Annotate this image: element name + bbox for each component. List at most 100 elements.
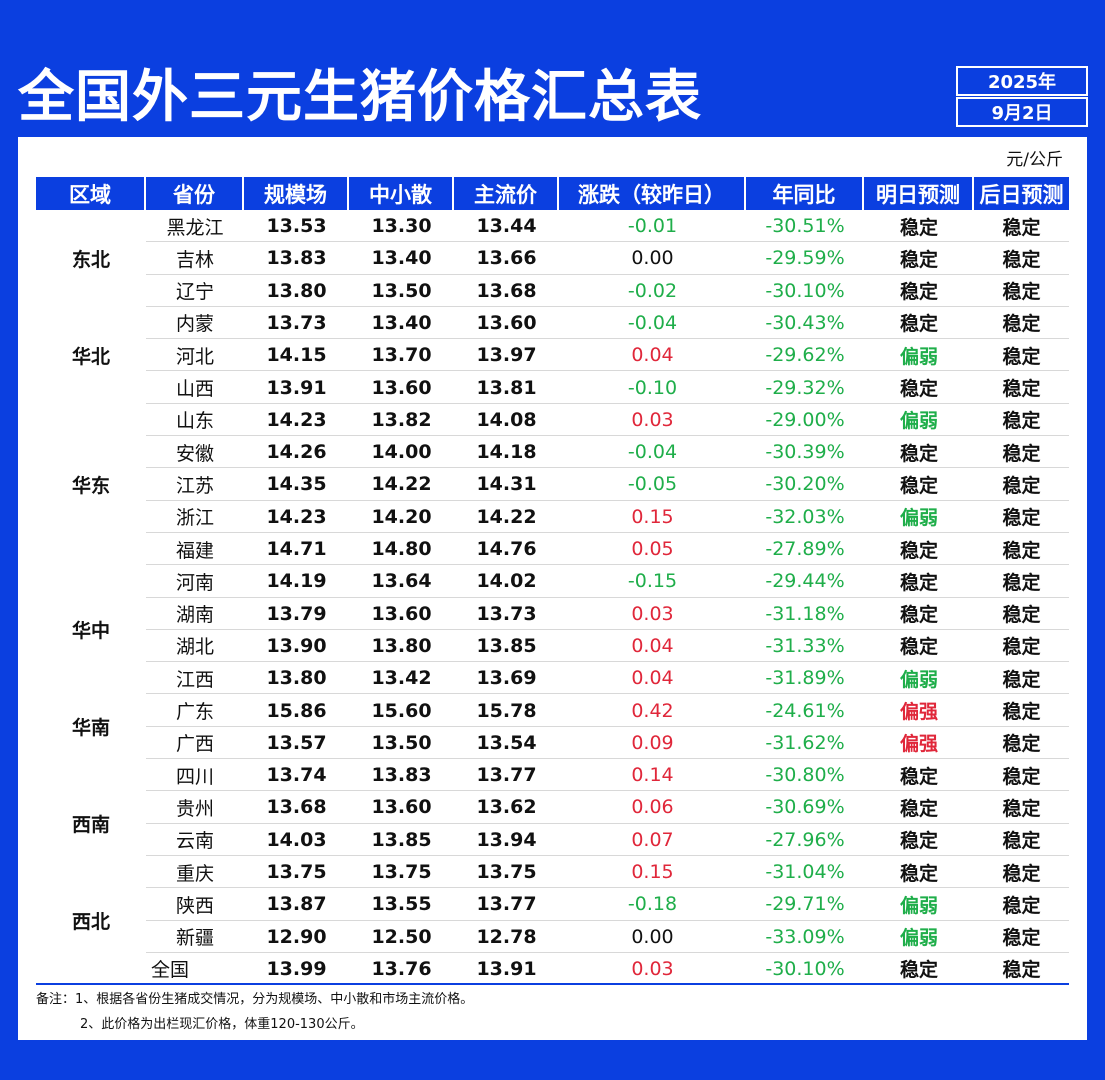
cell-main: 13.60 <box>476 311 537 334</box>
table-row: 安徽 14.26 14.00 14.18 -0.04 -30.39% 稳定 稳定 <box>36 436 1069 469</box>
cell-large: 14.35 <box>266 473 327 496</box>
cell-large: 13.83 <box>266 247 327 270</box>
cell-small: 14.20 <box>371 505 432 528</box>
cell-tomorrow: 偏弱 <box>899 668 938 691</box>
cell-after: 稳定 <box>1002 636 1041 659</box>
cell-large: 13.91 <box>266 376 327 399</box>
region-label: 西南 <box>71 814 110 837</box>
cell-yoy: -29.62% <box>765 344 845 367</box>
cell-main: 13.73 <box>476 602 537 625</box>
cell-large: 13.99 <box>266 957 327 980</box>
column-header-region: 区域 <box>36 177 146 210</box>
cell-tomorrow: 稳定 <box>899 281 938 304</box>
cell-large: 13.80 <box>266 279 327 302</box>
cell-small: 13.60 <box>371 796 432 819</box>
cell-yoy: -30.20% <box>765 473 845 496</box>
table-row: 辽宁 13.80 13.50 13.68 -0.02 -30.10% 稳定 稳定 <box>36 275 1069 308</box>
cell-yoy: -31.04% <box>765 861 845 883</box>
cell-change: 0.04 <box>631 344 674 367</box>
cell-after: 稳定 <box>1002 733 1041 756</box>
cell-after: 稳定 <box>1002 345 1041 368</box>
cell-change: 0.03 <box>631 957 674 980</box>
cell-main: 13.77 <box>476 764 537 787</box>
cell-yoy: -30.69% <box>765 796 845 819</box>
cell-province: 广东 <box>175 701 214 723</box>
cell-province: 江苏 <box>175 474 214 497</box>
region-label: 华东 <box>71 475 110 498</box>
cell-yoy: -31.89% <box>765 667 845 690</box>
cell-yoy: -30.43% <box>765 311 845 334</box>
cell-after: 稳定 <box>1002 539 1041 562</box>
cell-change: 0.42 <box>631 699 674 722</box>
cell-province: 四川 <box>175 765 214 788</box>
cell-tomorrow: 偏强 <box>899 701 938 723</box>
cell-tomorrow: 稳定 <box>899 830 938 853</box>
table-row: 新疆 12.90 12.50 12.78 0.00 -33.09% 偏弱 稳定 <box>36 921 1069 954</box>
cell-large: 14.03 <box>266 828 327 851</box>
cell-change: -0.05 <box>627 473 678 496</box>
cell-large: 13.53 <box>266 215 327 237</box>
cell-change: 0.07 <box>631 828 674 851</box>
cell-after: 稳定 <box>1002 442 1041 465</box>
cell-province: 吉林 <box>175 248 214 271</box>
cell-large: 13.80 <box>266 667 327 690</box>
cell-after: 稳定 <box>1002 313 1041 336</box>
cell-yoy: -29.59% <box>765 247 845 270</box>
table-row: 福建 14.71 14.80 14.76 0.05 -27.89% 稳定 稳定 <box>36 533 1069 566</box>
table-row: 山东 14.23 13.82 14.08 0.03 -29.00% 偏弱 稳定 <box>36 404 1069 437</box>
cell-main: 14.18 <box>476 441 537 464</box>
cell-tomorrow: 稳定 <box>899 248 938 271</box>
cell-main: 14.22 <box>476 505 537 528</box>
cell-province: 云南 <box>175 830 214 853</box>
cell-after: 稳定 <box>1002 248 1041 271</box>
cell-change: -0.04 <box>627 441 678 464</box>
cell-after: 稳定 <box>1002 765 1041 788</box>
cell-change: 0.04 <box>631 634 674 657</box>
cell-tomorrow: 稳定 <box>899 765 938 788</box>
cell-main: 13.69 <box>476 667 537 690</box>
table-row: 陕西 13.87 13.55 13.77 -0.18 -29.71% 偏弱 稳定 <box>36 888 1069 921</box>
cell-large: 15.86 <box>266 699 327 722</box>
cell-main: 13.94 <box>476 828 537 851</box>
cell-province: 贵州 <box>175 797 214 820</box>
cell-main: 13.77 <box>476 893 537 916</box>
cell-small: 13.82 <box>371 408 432 431</box>
cell-province: 湖北 <box>175 636 214 659</box>
cell-yoy: -31.62% <box>765 731 845 754</box>
cell-tomorrow: 稳定 <box>899 378 938 400</box>
cell-change: 0.06 <box>631 796 674 819</box>
cell-small: 14.22 <box>371 473 432 496</box>
cell-tomorrow: 偏弱 <box>899 345 938 368</box>
cell-change: 0.09 <box>631 731 674 754</box>
cell-change: -0.01 <box>627 215 678 237</box>
table-row: 浙江 14.23 14.20 14.22 0.15 -32.03% 偏弱 稳定 <box>36 501 1069 534</box>
cell-small: 13.76 <box>371 957 432 980</box>
cell-tomorrow: 稳定 <box>899 313 938 336</box>
cell-yoy: -31.18% <box>765 602 845 625</box>
cell-after: 稳定 <box>1002 216 1041 239</box>
cell-change: 0.14 <box>631 764 674 787</box>
cell-small: 13.70 <box>371 344 432 367</box>
cell-province: 河北 <box>175 345 214 368</box>
cell-change: 0.03 <box>631 408 674 431</box>
cell-main: 13.91 <box>476 957 537 980</box>
cell-after: 稳定 <box>1002 701 1041 723</box>
column-header-tomorrow: 明日预测 <box>864 177 974 210</box>
cell-main: 13.85 <box>476 634 537 657</box>
cell-province: 辽宁 <box>175 281 214 304</box>
table-row: 山西 13.91 13.60 13.81 -0.10 -29.32% 稳定 稳定 <box>36 372 1069 405</box>
cell-after: 稳定 <box>1002 959 1041 982</box>
table-header: 区域 省份 规模场 中小散 主流价 涨跌（较昨日） 年同比 明日预测 后日预测 <box>36 177 1069 210</box>
cell-change: -0.02 <box>627 279 678 302</box>
table-row: 湖南 13.79 13.60 13.73 0.03 -31.18% 稳定 稳定 <box>36 598 1069 631</box>
cell-after: 稳定 <box>1002 862 1041 885</box>
cell-change: 0.03 <box>631 602 674 625</box>
cell-tomorrow: 偏弱 <box>899 927 938 950</box>
cell-yoy: -30.10% <box>765 957 845 980</box>
cell-main: 13.75 <box>476 861 537 883</box>
cell-yoy: -33.09% <box>765 925 845 948</box>
cell-change: 0.04 <box>631 667 674 690</box>
cell-yoy: -30.51% <box>765 215 845 237</box>
cell-tomorrow: 稳定 <box>899 797 938 820</box>
footnote-1: 备注：1、根据各省份生猪成交情况，分为规模场、中小散和市场主流价格。 <box>36 992 474 1007</box>
